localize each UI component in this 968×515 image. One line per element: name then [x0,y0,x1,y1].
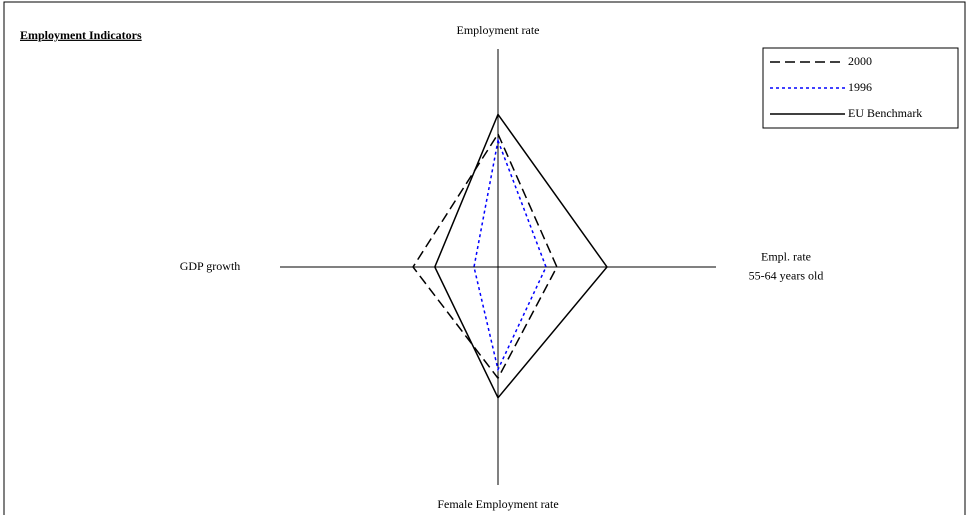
frame [3,1,966,515]
series-polygon [433,112,608,400]
legend-label: 2000 [848,54,872,68]
axis-label: GDP growth [180,259,241,273]
axis-label: Female Employment rate [437,497,558,511]
legend-label: EU Benchmark [848,106,922,120]
axis-label: Employment rate [457,23,540,37]
series-polygon [412,132,558,380]
axis-label: Empl. rate 55-64 years old [749,249,824,282]
chart-title: Employment Indicators [20,28,142,42]
legend-label: 1996 [848,80,872,94]
series-polygon [473,137,547,372]
